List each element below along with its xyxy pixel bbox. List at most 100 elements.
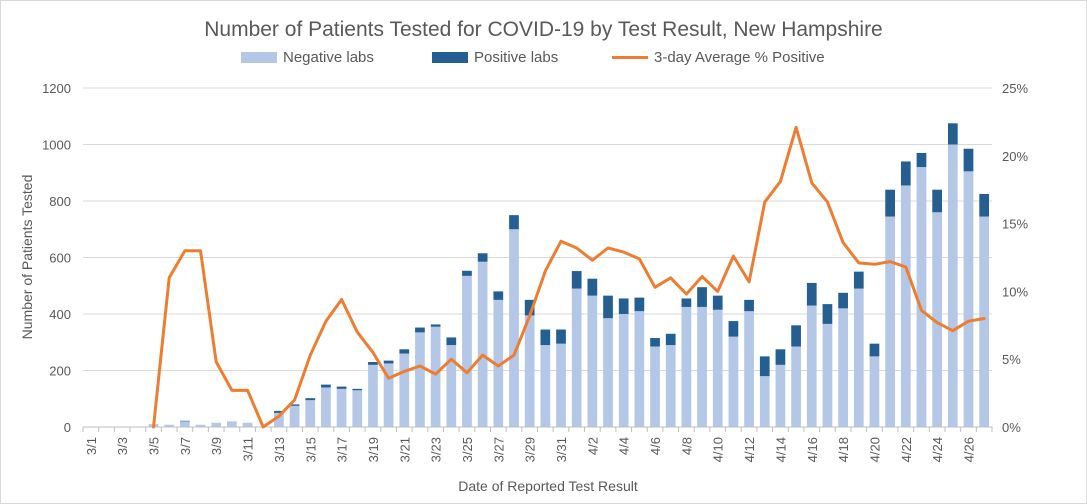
bar-negative bbox=[618, 314, 629, 427]
x-tick-label: 3/13 bbox=[272, 437, 287, 462]
bar-negative bbox=[399, 353, 410, 427]
bar-negative bbox=[321, 387, 331, 427]
bar-negative bbox=[932, 212, 943, 427]
bar-positive bbox=[618, 298, 629, 314]
bar-negative bbox=[759, 376, 770, 427]
bar-negative bbox=[180, 421, 190, 427]
bar-negative bbox=[462, 275, 472, 427]
y-tick-label: 600 bbox=[49, 251, 71, 266]
x-tick-label: 3/9 bbox=[209, 437, 224, 455]
bar-negative bbox=[415, 332, 425, 427]
x-tick-label: 3/1 bbox=[84, 437, 99, 455]
bar-negative bbox=[430, 326, 441, 427]
bar-negative bbox=[195, 424, 206, 427]
bar-negative bbox=[853, 288, 864, 427]
y-tick-label: 0 bbox=[64, 420, 71, 435]
bar-positive bbox=[305, 398, 316, 401]
bar-negative bbox=[885, 216, 895, 427]
bar-positive bbox=[775, 349, 786, 365]
bar-positive bbox=[180, 420, 190, 422]
bar-positive bbox=[462, 270, 472, 276]
bar-negative bbox=[806, 305, 817, 427]
bar-positive bbox=[759, 356, 770, 377]
bar-negative bbox=[587, 295, 598, 427]
legend: Negative labs Positive labs 3-day Averag… bbox=[0, 49, 1087, 69]
y-tick-label: 400 bbox=[49, 307, 71, 322]
x-axis-label: Date of Reported Test Result bbox=[458, 478, 638, 494]
bar-positive bbox=[744, 299, 754, 312]
bar-negative bbox=[603, 318, 613, 427]
x-tick-label: 3/15 bbox=[303, 437, 318, 462]
x-tick-label: 4/6 bbox=[648, 437, 663, 455]
chart-title: Number of Patients Tested for COVID-19 b… bbox=[204, 18, 883, 41]
bar-negative bbox=[665, 345, 676, 427]
bar-positive bbox=[697, 287, 707, 307]
bar-negative bbox=[289, 405, 300, 427]
y2-tick-label: 0% bbox=[1002, 420, 1021, 435]
legend-label-positive: Positive labs bbox=[474, 49, 559, 66]
bar-positive bbox=[885, 189, 895, 217]
y2-tick-label: 20% bbox=[1002, 149, 1028, 164]
bar-positive bbox=[822, 304, 833, 324]
bar-positive bbox=[979, 193, 990, 217]
bar-positive bbox=[477, 253, 488, 262]
bar-negative bbox=[900, 185, 911, 427]
bar-negative bbox=[822, 323, 833, 427]
bar-positive bbox=[665, 333, 676, 346]
x-tick-label: 3/11 bbox=[241, 437, 256, 461]
legend-swatch-negative bbox=[241, 52, 277, 63]
bar-negative bbox=[274, 412, 284, 427]
bar-positive bbox=[650, 338, 660, 347]
bar-negative bbox=[744, 311, 754, 427]
bar-negative bbox=[869, 356, 880, 427]
bar-negative bbox=[571, 288, 582, 427]
bar-positive bbox=[869, 343, 880, 357]
y-tick-label: 1200 bbox=[42, 81, 71, 96]
bar-positive bbox=[681, 298, 692, 307]
legend-label-negative: Negative labs bbox=[283, 49, 374, 66]
bar-negative bbox=[916, 167, 927, 427]
x-tick-label: 3/29 bbox=[523, 437, 538, 462]
bar-negative bbox=[712, 309, 723, 427]
bar-positive bbox=[352, 388, 363, 391]
y2-tick-label: 5% bbox=[1002, 352, 1021, 367]
bar-positive bbox=[712, 295, 723, 310]
bar-positive bbox=[509, 215, 519, 230]
bar-negative bbox=[540, 345, 551, 427]
bar-positive bbox=[336, 386, 347, 389]
bar-negative bbox=[211, 422, 222, 427]
x-tick-label: 4/26 bbox=[961, 437, 976, 462]
x-tick-label: 3/5 bbox=[147, 437, 162, 455]
bar-negative bbox=[164, 424, 175, 427]
legend-item-percent: 3-day Average % Positive bbox=[612, 49, 825, 66]
bar-negative bbox=[383, 363, 394, 427]
bar-positive bbox=[274, 410, 284, 413]
bar-positive bbox=[838, 292, 848, 309]
legend-item-negative: Negative labs bbox=[241, 49, 374, 66]
bar-negative bbox=[524, 315, 535, 427]
y2-tick-label: 15% bbox=[1002, 217, 1028, 232]
bar-negative bbox=[305, 400, 316, 427]
x-tick-label: 3/21 bbox=[397, 437, 412, 462]
bar-positive bbox=[399, 349, 410, 354]
bar-negative bbox=[493, 299, 504, 427]
bar-negative bbox=[336, 388, 347, 427]
bar-negative bbox=[791, 346, 801, 427]
x-tick-label: 4/8 bbox=[679, 437, 694, 455]
bar-negative bbox=[634, 311, 645, 427]
x-tick-label: 3/3 bbox=[115, 437, 130, 455]
bar-negative bbox=[775, 364, 786, 427]
x-tick-label: 4/24 bbox=[930, 437, 945, 462]
x-tick-label: 4/4 bbox=[617, 437, 632, 455]
x-tick-label: 3/27 bbox=[491, 437, 506, 462]
y-axis-label: Number of Patients Tested bbox=[19, 175, 35, 340]
bar-positive bbox=[415, 327, 425, 333]
bar-negative bbox=[509, 229, 519, 427]
bar-positive bbox=[603, 295, 613, 319]
bar-positive bbox=[916, 152, 927, 168]
bar-positive bbox=[556, 329, 566, 344]
bar-positive bbox=[289, 404, 300, 406]
bar-negative bbox=[979, 216, 990, 427]
bar-positive bbox=[430, 324, 441, 327]
x-tick-label: 3/25 bbox=[460, 437, 475, 462]
